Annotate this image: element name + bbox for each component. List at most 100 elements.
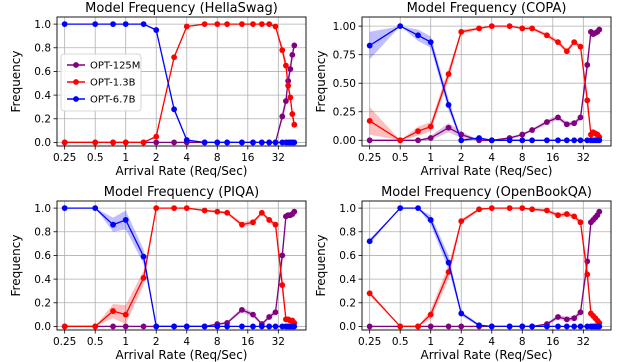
series-opt-6-7b xyxy=(61,205,298,330)
data-point xyxy=(596,26,603,33)
x-tick-label: 0.25 xyxy=(358,336,381,348)
series-opt-125m xyxy=(61,208,298,330)
data-point xyxy=(584,62,591,68)
data-point xyxy=(544,119,550,125)
series-line xyxy=(64,207,295,328)
y-tick-label: 0.4 xyxy=(34,90,51,102)
series-line xyxy=(64,211,295,328)
data-point xyxy=(488,323,495,330)
data-point xyxy=(445,259,452,266)
data-point xyxy=(366,42,373,49)
confidence-band xyxy=(369,209,600,327)
data-point xyxy=(266,314,273,320)
data-point xyxy=(555,212,561,219)
data-point xyxy=(458,137,465,144)
data-point xyxy=(250,323,256,330)
y-axis-label: Frequency xyxy=(9,235,23,297)
x-tick-label: 0.5 xyxy=(87,336,104,348)
data-point xyxy=(291,42,298,49)
data-point xyxy=(571,323,578,330)
data-point xyxy=(291,121,298,128)
data-point xyxy=(214,139,221,146)
y-tick-label: 0.25 xyxy=(333,107,356,119)
subplot-title: Model Frequency (PIQA) xyxy=(104,185,259,200)
data-point xyxy=(596,208,603,215)
data-point xyxy=(519,137,526,144)
data-point xyxy=(577,114,584,121)
subplot-1: 0.25 0.5 1 2 4 8 16 320.000.250.500.751.00Model… xyxy=(314,1,612,178)
y-tick-label: 0.2 xyxy=(34,114,51,126)
data-point xyxy=(214,208,221,215)
data-point xyxy=(366,290,373,297)
y-tick-label: 0.8 xyxy=(339,227,356,239)
data-point xyxy=(584,97,591,104)
data-point xyxy=(258,139,265,146)
data-point xyxy=(122,311,129,318)
series-opt-1-3b xyxy=(61,205,298,330)
legend-box xyxy=(60,53,142,112)
confidence-band xyxy=(64,209,295,327)
data-point xyxy=(519,323,526,330)
data-point xyxy=(92,139,99,146)
data-point xyxy=(445,102,452,108)
data-point xyxy=(258,323,265,330)
data-point xyxy=(397,23,404,30)
data-point xyxy=(201,323,208,330)
data-point xyxy=(287,94,294,101)
plot-frame xyxy=(56,16,307,147)
data-point xyxy=(110,139,116,146)
data-point xyxy=(427,135,434,141)
data-point xyxy=(427,323,434,330)
y-tick-label: 1.0 xyxy=(339,203,356,215)
subplot-title: Model Frequency (HellaSwag) xyxy=(85,1,278,16)
data-point xyxy=(555,39,561,46)
data-point xyxy=(282,98,289,104)
data-point xyxy=(519,131,526,138)
data-point xyxy=(239,139,245,146)
y-tick-label: 0.8 xyxy=(34,43,51,55)
y-tick-label: 0.00 xyxy=(333,135,356,147)
x-tick-label: 0.5 xyxy=(87,152,104,164)
data-point xyxy=(571,39,578,46)
x-tick-label: 1 xyxy=(427,336,434,348)
series-line xyxy=(369,211,600,328)
data-point xyxy=(529,137,536,144)
data-point xyxy=(458,28,465,35)
data-point xyxy=(415,32,421,39)
data-point xyxy=(571,213,578,220)
data-point xyxy=(266,139,273,146)
data-point xyxy=(544,323,550,330)
data-point xyxy=(563,121,570,128)
x-tick-label: 8 xyxy=(519,152,526,164)
series-opt-1-3b xyxy=(366,23,603,144)
data-point xyxy=(577,219,584,226)
data-point xyxy=(287,66,294,72)
x-tick-label: 16 xyxy=(546,152,560,164)
data-point xyxy=(563,137,570,144)
y-tick-label: 0.50 xyxy=(333,78,356,90)
data-point xyxy=(201,21,208,28)
data-point xyxy=(92,21,99,28)
data-point xyxy=(153,323,160,330)
y-tick-label: 0.6 xyxy=(339,250,356,262)
legend-marker xyxy=(73,79,79,85)
data-point xyxy=(224,323,231,330)
x-tick-label: 32 xyxy=(272,336,285,348)
x-tick-label: 0.5 xyxy=(392,336,409,348)
x-tick-label: 16 xyxy=(241,336,255,348)
x-tick-label: 0.25 xyxy=(53,152,76,164)
data-point xyxy=(577,43,584,50)
data-point xyxy=(239,21,245,28)
x-tick-label: 4 xyxy=(488,152,495,164)
x-axis-label: Arrival Rate (Req/Sec) xyxy=(116,348,248,362)
y-tick-label: 1.00 xyxy=(333,21,356,33)
data-point xyxy=(584,271,591,278)
data-point xyxy=(415,128,421,135)
data-point xyxy=(140,275,147,281)
data-point xyxy=(397,137,404,144)
data-point xyxy=(92,323,99,330)
data-point xyxy=(577,137,584,144)
x-tick-label: 8 xyxy=(214,336,221,348)
data-point xyxy=(289,51,296,58)
data-point xyxy=(153,139,160,146)
